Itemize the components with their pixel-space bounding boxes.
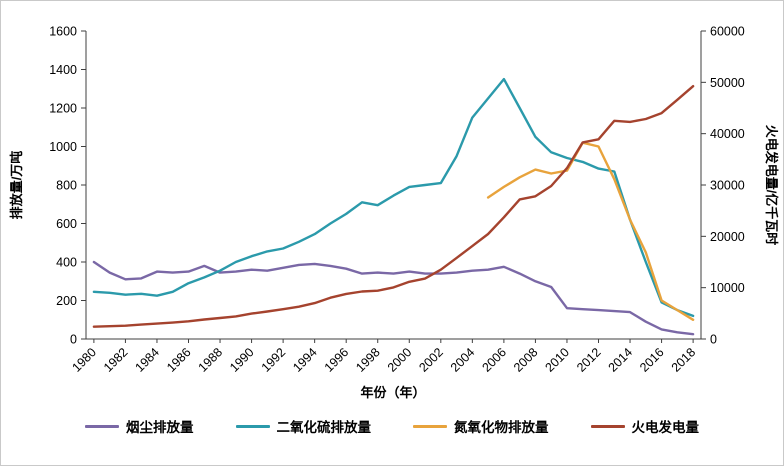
- legend-label-nox: 氮氧化物排放量: [454, 420, 549, 435]
- x-tick-label: 1980: [69, 345, 99, 375]
- y-right-tick-label: 40000: [710, 127, 745, 141]
- x-tick-label: 1986: [164, 345, 194, 375]
- y-left-tick-label: 1600: [49, 25, 77, 39]
- y-right-tick-label: 0: [710, 333, 717, 347]
- y-left-tick-label: 800: [56, 179, 77, 193]
- legend-label-so2: 二氧化硫排放量: [276, 420, 372, 435]
- y-right-tick-label: 60000: [710, 25, 745, 39]
- x-axis-title: 年份（年）: [360, 385, 425, 400]
- x-tick-label: 2012: [574, 345, 604, 375]
- legend-swatch-smoke: [85, 424, 119, 428]
- x-tick-label: 1996: [322, 345, 352, 375]
- series-layer: [92, 77, 695, 336]
- y-left-tick-label: 1200: [49, 102, 77, 116]
- x-tick-label: 1998: [353, 345, 383, 375]
- y-right-tick-label: 30000: [710, 179, 745, 193]
- x-tick-label: 1982: [101, 345, 131, 375]
- y-left-tick-label: 400: [56, 256, 77, 270]
- y-right-tick-label: 10000: [710, 281, 745, 295]
- y-right-tick-label: 20000: [710, 230, 745, 244]
- series-line-3: [92, 84, 695, 328]
- x-tick-label: 1990: [227, 345, 257, 375]
- y-right-tick-label: 50000: [710, 76, 745, 90]
- x-tick-label: 1994: [290, 345, 320, 375]
- legend-item-smoke: 烟尘排放量: [85, 416, 194, 436]
- legend-item-nox: 氮氧化物排放量: [413, 416, 549, 436]
- x-tick-label: 2008: [511, 345, 541, 375]
- y-left-tick-label: 1000: [49, 140, 77, 154]
- legend-item-thermal: 火电发电量: [590, 416, 700, 436]
- x-tick-label: 2006: [479, 345, 509, 375]
- legend-label-thermal: 火电发电量: [631, 420, 700, 435]
- series-line-2: [486, 141, 695, 321]
- legend-swatch-so2: [235, 424, 270, 428]
- y-left-axis-title: 排放量/万吨: [9, 151, 24, 220]
- y-left-tick-label: 0: [70, 333, 77, 347]
- legend-label-smoke: 烟尘排放量: [126, 420, 194, 435]
- x-tick-label: 2000: [385, 345, 415, 375]
- ticks-layer: 0 200 400 600 800 1000 1200 1400 1600 0 10000 20000…: [49, 25, 745, 375]
- x-tick-label: 2014: [606, 345, 636, 375]
- x-tick-label: 1988: [196, 345, 226, 375]
- x-tick-label: 2018: [669, 345, 699, 375]
- series-line-0: [92, 260, 695, 336]
- x-tick-label: 1984: [133, 345, 163, 375]
- y-left-tick-label: 200: [56, 294, 77, 308]
- series-line-1: [92, 77, 695, 318]
- y-right-axis-title: 火电发电量/亿千瓦时: [764, 125, 779, 246]
- legend-swatch-nox: [413, 424, 447, 428]
- legend-item-so2: 二氧化硫排放量: [235, 416, 372, 436]
- chart-legend: 烟尘排放量 二氧化硫排放量 氮氧化物排放量 火电发电量: [1, 413, 783, 439]
- legend-swatch-thermal: [590, 424, 625, 428]
- x-tick-label: 2016: [637, 345, 667, 375]
- x-tick-label: 2004: [448, 345, 478, 375]
- y-left-tick-label: 600: [56, 217, 77, 231]
- x-tick-label: 1992: [259, 345, 289, 375]
- y-left-tick-label: 1400: [49, 63, 77, 77]
- chart-canvas: 排放量/万吨 火电发电量/亿千瓦时 年份（年） 0 200 400 600 800 100…: [9, 25, 779, 401]
- x-tick-label: 2002: [416, 345, 446, 375]
- x-tick-label: 2010: [543, 345, 573, 375]
